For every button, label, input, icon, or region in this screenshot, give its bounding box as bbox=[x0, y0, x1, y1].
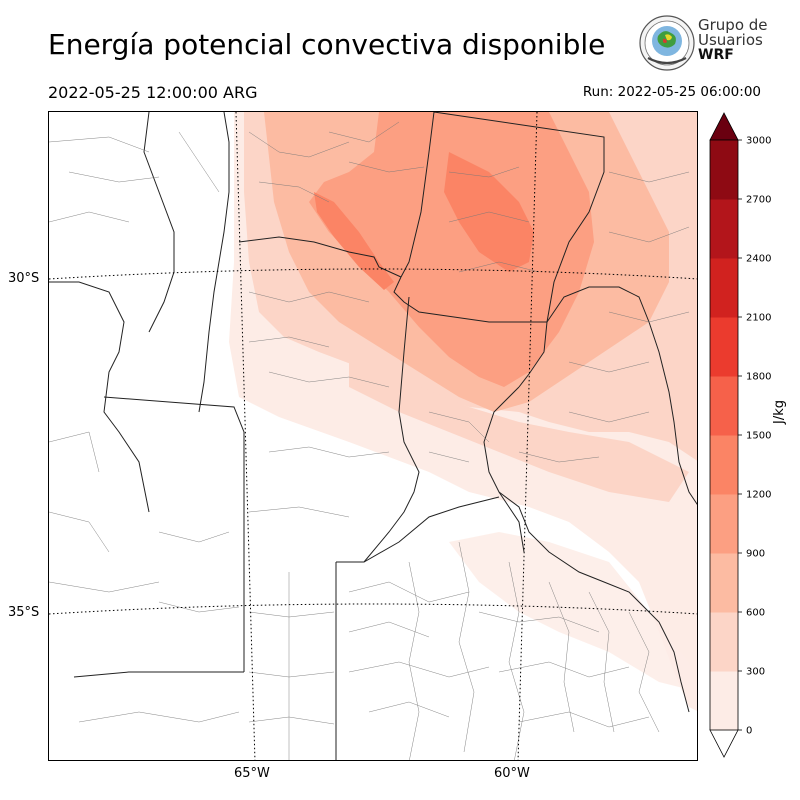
colorbar-canvas: 0 300 600 900 1200 1500 1800 2100 2400 2700 3000 bbox=[709, 112, 771, 758]
colorbar-extend-min bbox=[709, 729, 739, 758]
graticule-lon-65 bbox=[235, 112, 256, 760]
run-time-label: Run: 2022-05-25 06:00:00 bbox=[582, 84, 761, 100]
globe-seal-icon bbox=[639, 15, 695, 71]
cape-map-canvas bbox=[49, 112, 697, 760]
colorbar-extend-max bbox=[709, 112, 739, 141]
colorbar-bin-2400 bbox=[710, 199, 738, 259]
colorbar-ticks: 0 300 600 900 1200 1500 1800 2100 2400 2700 3000 bbox=[738, 136, 771, 737]
map-title: Energía potencial convectiva disponible bbox=[48, 28, 606, 61]
colorbar-tick-label-300: 300 bbox=[746, 667, 765, 678]
colorbar-tick-label-2400: 2400 bbox=[746, 254, 771, 265]
colorbar-tick-label-0: 0 bbox=[746, 726, 752, 737]
colorbar: 0 300 600 900 1200 1500 1800 2100 2400 2700 3000 bbox=[708, 111, 800, 766]
graticule-lat-30 bbox=[49, 268, 697, 280]
cape-field bbox=[229, 112, 697, 711]
graticule-lat-35 bbox=[49, 603, 697, 615]
colorbar-bin-600 bbox=[710, 553, 738, 613]
lat-label-30s: 30°S bbox=[8, 271, 40, 286]
cape-level-300b bbox=[349, 362, 689, 502]
colorbar-bin-1800 bbox=[710, 317, 738, 377]
colorbar-tick-label-1500: 1500 bbox=[746, 431, 771, 442]
district-boundaries bbox=[49, 121, 690, 760]
cape-level-1200b bbox=[314, 192, 394, 290]
colorbar-tick-label-2100: 2100 bbox=[746, 313, 771, 324]
graticule-lon-60 bbox=[517, 112, 538, 760]
colorbar-bin-1500 bbox=[710, 376, 738, 436]
colorbar-tick-label-900: 900 bbox=[746, 549, 765, 560]
colorbar-bin-2100 bbox=[710, 258, 738, 318]
colorbar-tick-label-3000: 3000 bbox=[746, 136, 771, 147]
colorbar-tick-label-1200: 1200 bbox=[746, 490, 771, 501]
lon-label-60w: 60°W bbox=[494, 766, 530, 781]
logo-line-2: Usuarios bbox=[698, 31, 763, 49]
graticule bbox=[49, 112, 697, 760]
colorbar-bin-2700 bbox=[710, 140, 738, 200]
colorbar-tick-label-600: 600 bbox=[746, 608, 765, 619]
lat-label-35s: 35°S bbox=[8, 605, 40, 620]
colorbar-unit-label: J/kg bbox=[772, 400, 787, 424]
colorbar-bin-900 bbox=[710, 494, 738, 554]
colorbar-bin-300 bbox=[710, 612, 738, 672]
colorbar-bin-0 bbox=[710, 671, 738, 731]
colorbar-swatches bbox=[709, 112, 739, 758]
logo-line-3: WRF bbox=[698, 47, 734, 63]
cape-map bbox=[48, 111, 698, 761]
colorbar-bin-1200 bbox=[710, 435, 738, 495]
logo-line-1: Grupo de bbox=[698, 16, 768, 34]
colorbar-tick-label-2700: 2700 bbox=[746, 195, 771, 206]
valid-time-label: 2022-05-25 12:00:00 ARG bbox=[48, 83, 258, 102]
wrf-logo: Grupo de Usuarios WRF bbox=[638, 14, 768, 74]
lon-label-65w: 65°W bbox=[234, 766, 270, 781]
province-boundaries bbox=[49, 112, 697, 760]
colorbar-tick-label-1800: 1800 bbox=[746, 372, 771, 383]
cape-level-900 bbox=[309, 112, 594, 387]
